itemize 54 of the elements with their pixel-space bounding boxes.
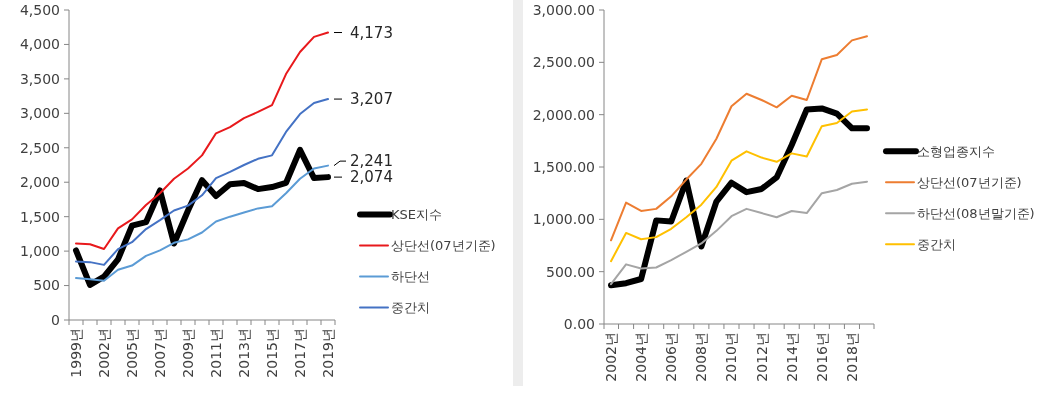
x-tick-label: 2002년 bbox=[96, 328, 112, 378]
legend-label: 중간치 bbox=[391, 300, 430, 316]
y-tick-label: 2,500 bbox=[19, 139, 60, 156]
annotation: 3,207 bbox=[350, 90, 393, 109]
x-tick-label: 2002년 bbox=[603, 332, 619, 382]
y-tick-label: 2,000 bbox=[19, 174, 60, 191]
x-tick-label: 2005년 bbox=[124, 328, 140, 378]
y-tick-label: 4,000 bbox=[19, 36, 60, 53]
x-tick-label: 2015년 bbox=[264, 328, 280, 378]
annotation: 2,074 bbox=[350, 168, 393, 187]
y-tick-label: 2,500.00 bbox=[532, 54, 595, 71]
line-series bbox=[610, 180, 868, 286]
legend-label: 상단선(07년기준) bbox=[917, 174, 1022, 190]
line-series bbox=[75, 164, 329, 282]
legend-label: 소형업종지수 bbox=[917, 143, 995, 159]
y-tick-label: 1,500 bbox=[19, 208, 60, 225]
x-tick-label: 2004년 bbox=[633, 332, 650, 382]
x-tick-label: 2018년 bbox=[843, 332, 860, 382]
x-tick-label: 2011년 bbox=[208, 328, 224, 378]
y-tick-label: 1,500.00 bbox=[532, 158, 595, 175]
y-tick-label: 1,000 bbox=[19, 243, 60, 260]
x-tick-label: 2008년 bbox=[693, 332, 710, 382]
line-series bbox=[75, 31, 329, 251]
x-tick-label: 2009년 bbox=[180, 328, 196, 378]
line-series bbox=[610, 35, 868, 242]
y-tick-label: 3,500 bbox=[19, 70, 60, 87]
y-tick-label: 4,500 bbox=[19, 1, 60, 18]
legend-label: 상단선(07년기준) bbox=[391, 238, 496, 254]
y-tick-label: 2,000.00 bbox=[532, 106, 595, 123]
x-tick-label: 2010년 bbox=[723, 332, 740, 382]
y-tick-label: 0 bbox=[51, 311, 60, 328]
y-tick-label: 500 bbox=[33, 277, 60, 294]
x-tick-label: 2012년 bbox=[753, 332, 770, 382]
line-series bbox=[75, 98, 329, 266]
x-tick-label: 2007년 bbox=[152, 328, 168, 378]
line-series bbox=[610, 108, 868, 263]
x-tick-label: 2006년 bbox=[663, 332, 680, 382]
legend-label: 하단선 bbox=[391, 269, 430, 285]
x-tick-label: 2016년 bbox=[813, 332, 830, 382]
x-tick-label: 2014년 bbox=[783, 332, 800, 382]
legend-label: KSE지수 bbox=[391, 207, 442, 223]
y-tick-label: 3,000.00 bbox=[532, 1, 595, 18]
annotation: 2,241 bbox=[350, 152, 393, 171]
x-tick-label: 2019년 bbox=[320, 328, 336, 378]
annotation: 4,173 bbox=[350, 23, 393, 42]
x-tick-label: 2013년 bbox=[236, 328, 252, 378]
y-tick-label: 500.00 bbox=[546, 263, 595, 280]
x-tick-label: 2017년 bbox=[292, 328, 308, 378]
legend-label: 중간치 bbox=[917, 236, 956, 252]
x-tick-label: 1999년 bbox=[68, 328, 84, 378]
legend-label: 하단선(08년말기준) bbox=[917, 205, 1035, 221]
y-tick-label: 0.00 bbox=[563, 315, 595, 332]
y-tick-label: 1,000.00 bbox=[532, 211, 595, 228]
y-tick-label: 3,000 bbox=[19, 105, 60, 122]
